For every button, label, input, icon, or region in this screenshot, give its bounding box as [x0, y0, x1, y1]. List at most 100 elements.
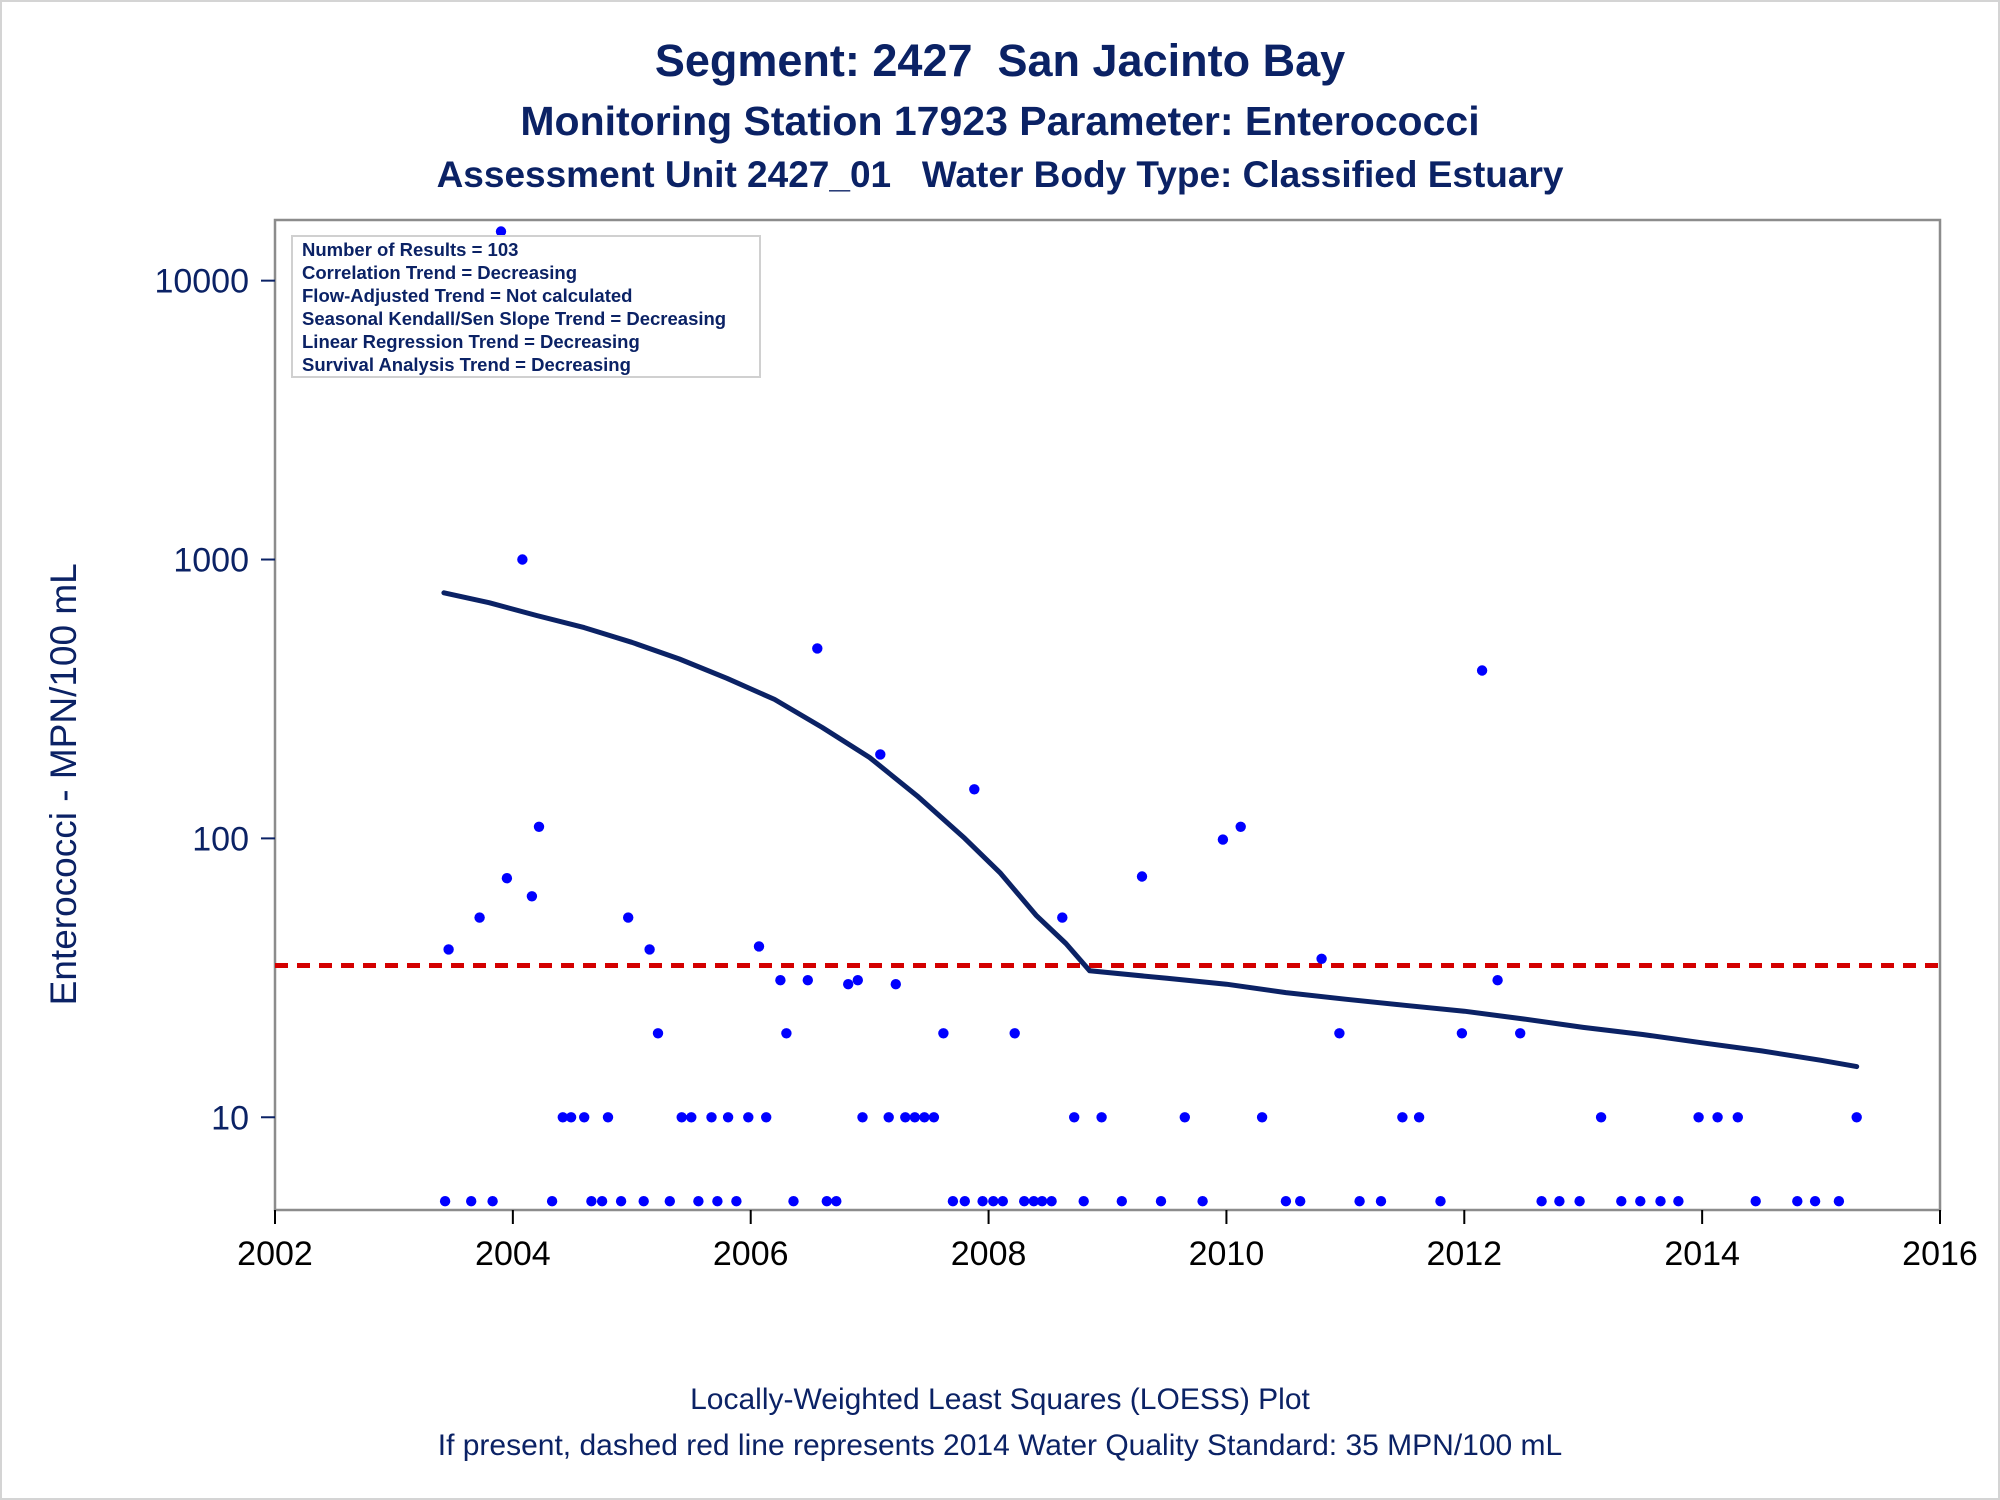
data-point: [1295, 1196, 1306, 1207]
data-point: [1413, 1112, 1425, 1123]
data-point: [731, 1196, 742, 1207]
data-point: [1046, 1196, 1057, 1207]
footnote-line-2: If present, dashed red line represents 2…: [437, 1429, 1563, 1462]
data-point: [1655, 1196, 1666, 1207]
data-point: [1595, 1112, 1607, 1123]
data-point: [1712, 1112, 1723, 1123]
footnote-line-1: Locally-Weighted Least Squares (LOESS) P…: [690, 1383, 1310, 1416]
plot-area: [273, 218, 1942, 1212]
data-point: [1732, 1112, 1744, 1123]
data-point: [1574, 1196, 1585, 1207]
data-point: [1280, 1196, 1292, 1207]
x-tick-label: 2012: [1426, 1235, 1502, 1273]
data-point: [495, 226, 507, 237]
data-point: [1036, 1196, 1048, 1207]
data-point: [1693, 1112, 1704, 1123]
data-point: [1057, 912, 1068, 923]
data-point: [1833, 1196, 1845, 1207]
data-point: [1197, 1196, 1208, 1207]
data-point: [1851, 1112, 1862, 1123]
data-point: [890, 979, 901, 990]
data-point: [644, 944, 655, 955]
data-point: [997, 1196, 1008, 1207]
data-point: [1096, 1112, 1107, 1123]
data-point: [831, 1196, 842, 1207]
data-point: [1554, 1196, 1565, 1207]
data-point: [988, 1196, 999, 1207]
data-point: [977, 1196, 988, 1207]
data-point: [1792, 1196, 1803, 1207]
points-layer: [439, 226, 1862, 1207]
data-point: [546, 1196, 558, 1207]
y-tick-label: 10: [211, 1099, 249, 1137]
data-point: [586, 1196, 597, 1207]
data-point: [1316, 953, 1327, 964]
data-point: [1456, 1028, 1468, 1039]
data-point: [517, 554, 528, 565]
data-point: [557, 1112, 568, 1123]
data-point: [439, 1196, 451, 1207]
data-point: [788, 1196, 799, 1207]
data-point: [1397, 1112, 1408, 1123]
data-point: [743, 1112, 754, 1123]
data-point: [686, 1112, 697, 1123]
inset-line: Number of Results = 103: [302, 239, 518, 260]
x-tick-label: 2004: [475, 1235, 551, 1273]
x-tick-label: 2016: [1902, 1235, 1978, 1273]
inset-line: Flow-Adjusted Trend = Not calculated: [302, 285, 632, 306]
data-point: [706, 1112, 717, 1123]
data-point: [1750, 1196, 1761, 1207]
data-point: [623, 912, 634, 923]
data-point: [1256, 1112, 1268, 1123]
data-point: [615, 1196, 627, 1207]
data-point: [602, 1112, 614, 1123]
data-point: [565, 1112, 577, 1123]
data-point: [883, 1112, 894, 1123]
data-point: [781, 1028, 792, 1039]
y-tick-label: 100: [192, 820, 249, 858]
x-tick-label: 2008: [951, 1235, 1027, 1273]
data-point: [1179, 1112, 1191, 1123]
data-point: [487, 1196, 498, 1207]
data-point: [501, 873, 513, 884]
data-point: [1136, 871, 1148, 882]
data-point: [938, 1028, 949, 1039]
x-tick-label: 2014: [1664, 1235, 1740, 1273]
data-point: [1536, 1196, 1547, 1207]
inset-line: Correlation Trend = Decreasing: [302, 262, 577, 283]
data-point: [1616, 1196, 1627, 1207]
inset-border: [291, 235, 761, 378]
data-point: [664, 1196, 675, 1207]
data-point: [693, 1196, 704, 1207]
data-point: [466, 1196, 477, 1207]
data-point: [852, 975, 863, 986]
data-point: [1009, 1028, 1020, 1039]
data-point: [652, 1028, 664, 1039]
data-point: [812, 643, 823, 654]
inset-line: Linear Regression Trend = Decreasing: [302, 331, 640, 352]
data-point: [1375, 1196, 1387, 1207]
data-point: [1217, 834, 1229, 845]
data-point: [909, 1112, 920, 1123]
y-tick-label: 1000: [173, 542, 249, 580]
x-tick-label: 2006: [713, 1235, 789, 1273]
y-tick-label: 10000: [154, 263, 249, 301]
data-point: [579, 1112, 590, 1123]
data-point: [638, 1196, 649, 1207]
data-point: [596, 1196, 608, 1207]
data-point: [1476, 665, 1488, 676]
data-point: [1018, 1196, 1030, 1207]
y-axis-label: Enterococci - MPN/100 mL: [43, 563, 84, 1005]
data-point: [722, 1112, 734, 1123]
data-point: [1492, 975, 1503, 986]
data-point: [875, 749, 886, 760]
data-point: [802, 975, 813, 986]
data-point: [1334, 1028, 1345, 1039]
inset-line: Seasonal Kendall/Sen Slope Trend = Decre…: [302, 308, 726, 329]
data-point: [1435, 1196, 1446, 1207]
loess-layer: [441, 590, 1860, 1070]
data-point: [843, 979, 854, 990]
data-point: [1028, 1196, 1040, 1207]
data-point: [753, 941, 765, 952]
